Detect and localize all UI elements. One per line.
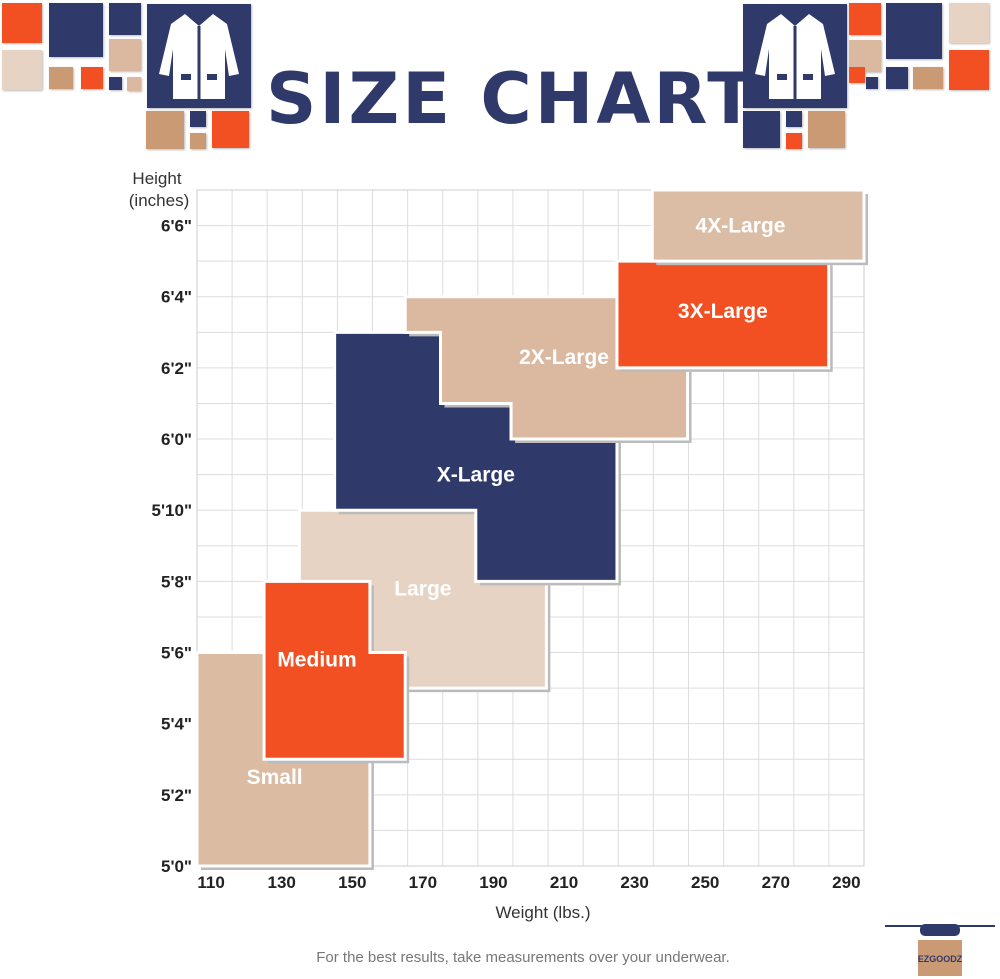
decor-square xyxy=(2,3,42,43)
y-tick-label: 5'2" xyxy=(161,786,192,805)
ezgoodz-drone-logo: EZGOODZ xyxy=(885,924,995,976)
y-tick-label: 5'4" xyxy=(161,715,192,734)
decor-square xyxy=(109,39,141,71)
y-tick-label: 6'4" xyxy=(161,288,192,307)
y-tick-label: 5'0" xyxy=(161,857,192,876)
region-label: Small xyxy=(247,766,303,789)
y-tick-label: 6'0" xyxy=(161,430,192,449)
x-tick-label: 190 xyxy=(479,873,507,892)
y-tick-label: 5'6" xyxy=(161,644,192,663)
region-label: 3X-Large xyxy=(678,300,768,323)
plot-border xyxy=(196,189,865,867)
decor-square xyxy=(786,111,802,127)
decor-square xyxy=(849,40,881,72)
page-title: SIZE CHART xyxy=(266,58,759,140)
x-tick-label: 210 xyxy=(550,873,578,892)
decor-square xyxy=(212,111,249,148)
region-label: X-Large xyxy=(437,464,515,487)
y-tick-label: 5'8" xyxy=(161,572,192,591)
decor-square xyxy=(808,111,845,148)
x-tick-label: 110 xyxy=(197,873,224,892)
decor-square xyxy=(190,133,206,149)
x-tick-label: 130 xyxy=(268,873,296,892)
footer-note: For the best results, take measurements … xyxy=(316,949,730,966)
decor-square xyxy=(127,77,141,91)
decor-square xyxy=(49,67,73,89)
x-tick-label: 150 xyxy=(338,873,366,892)
decor-square xyxy=(866,77,878,89)
lab-coat-icon xyxy=(159,14,239,99)
decor-square xyxy=(49,3,103,57)
region-4x-large xyxy=(650,188,866,263)
region-label: Medium xyxy=(277,649,356,672)
decor-square xyxy=(146,111,184,149)
decor-square xyxy=(190,111,206,127)
decor-square xyxy=(886,67,908,89)
decor-square xyxy=(786,133,802,149)
decor-square xyxy=(109,3,141,35)
x-tick-label: 170 xyxy=(409,873,437,892)
x-tick-label: 270 xyxy=(762,873,790,892)
decor-square xyxy=(849,67,865,83)
y-axis-label-line1: Height xyxy=(132,169,181,188)
y-tick-label: 6'2" xyxy=(161,359,192,378)
decor-square xyxy=(886,3,942,59)
size-chart: Small Large Medium X-Large 2X-Large 3X-Large 4… xyxy=(129,169,868,922)
x-tick-label: 230 xyxy=(620,873,648,892)
y-tick-label: 6'6" xyxy=(161,217,192,236)
decor-square xyxy=(2,50,42,90)
decor-square xyxy=(109,77,122,90)
region-label: 2X-Large xyxy=(519,346,609,369)
decor-square xyxy=(743,111,780,148)
decor-square xyxy=(913,67,943,89)
decor-square xyxy=(949,3,989,43)
y-axis-label-line2: (inches) xyxy=(129,191,189,210)
lab-coat-icon xyxy=(755,14,835,99)
decor-square xyxy=(849,3,881,35)
region-medium xyxy=(262,579,407,761)
decor-square xyxy=(949,50,989,90)
y-tick-label: 5'10" xyxy=(152,501,192,520)
region-label: 4X-Large xyxy=(696,215,786,238)
x-tick-label: 250 xyxy=(691,873,719,892)
svg-text:EZGOODZ: EZGOODZ xyxy=(918,954,963,964)
region-label: Large xyxy=(394,577,451,600)
decor-square xyxy=(81,67,103,89)
x-tick-label: 290 xyxy=(832,873,860,892)
x-axis-label: Weight (lbs.) xyxy=(495,903,590,922)
